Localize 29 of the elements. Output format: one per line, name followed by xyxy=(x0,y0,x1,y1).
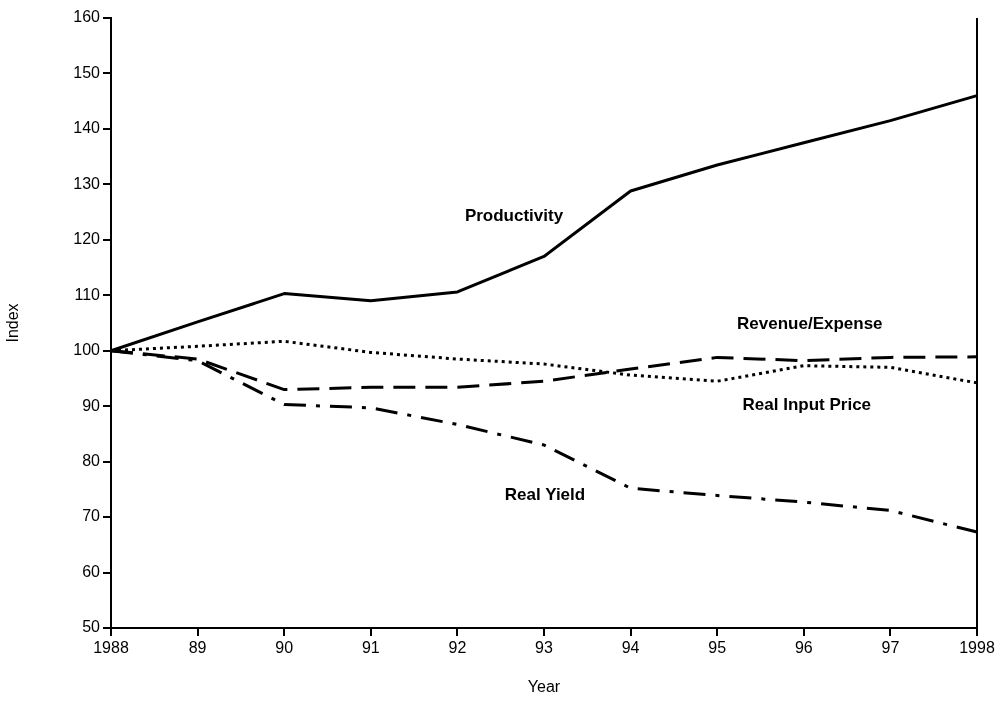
y-tick-label: 70 xyxy=(82,507,101,525)
x-tick-label: 94 xyxy=(621,639,640,657)
x-tick-label: 1988 xyxy=(93,639,129,657)
series-label: Productivity xyxy=(464,206,564,226)
y-tick-label: 140 xyxy=(73,119,101,137)
y-tick-label: 160 xyxy=(73,8,101,26)
y-tick-label: 90 xyxy=(82,396,101,414)
y-axis-title: Index xyxy=(4,303,22,343)
y-tick-label: 130 xyxy=(73,174,101,192)
y-tick-label: 100 xyxy=(73,341,101,359)
y-tick-label: 150 xyxy=(73,63,101,81)
x-tick-label: 96 xyxy=(794,639,813,657)
x-axis-title: Year xyxy=(527,677,561,695)
series-label: Real Input Price xyxy=(742,395,872,415)
y-tick-label: 120 xyxy=(73,230,101,248)
series-label: Revenue/Expense xyxy=(737,314,883,334)
y-tick-label: 110 xyxy=(74,285,101,303)
y-tick-label: 60 xyxy=(82,562,101,580)
series-label: Real Yield xyxy=(504,484,586,504)
x-tick-label: 92 xyxy=(448,639,467,657)
x-tick-label: 95 xyxy=(708,639,727,657)
x-tick-label: 91 xyxy=(361,639,380,657)
x-tick-label: 90 xyxy=(275,639,294,657)
x-tick-label: 97 xyxy=(881,639,900,657)
x-tick-label: 89 xyxy=(188,639,207,657)
x-tick-label: 1998 xyxy=(959,639,995,657)
y-tick-label: 80 xyxy=(82,452,101,470)
x-tick-label: 93 xyxy=(535,639,553,657)
y-tick-label: 50 xyxy=(82,618,101,636)
